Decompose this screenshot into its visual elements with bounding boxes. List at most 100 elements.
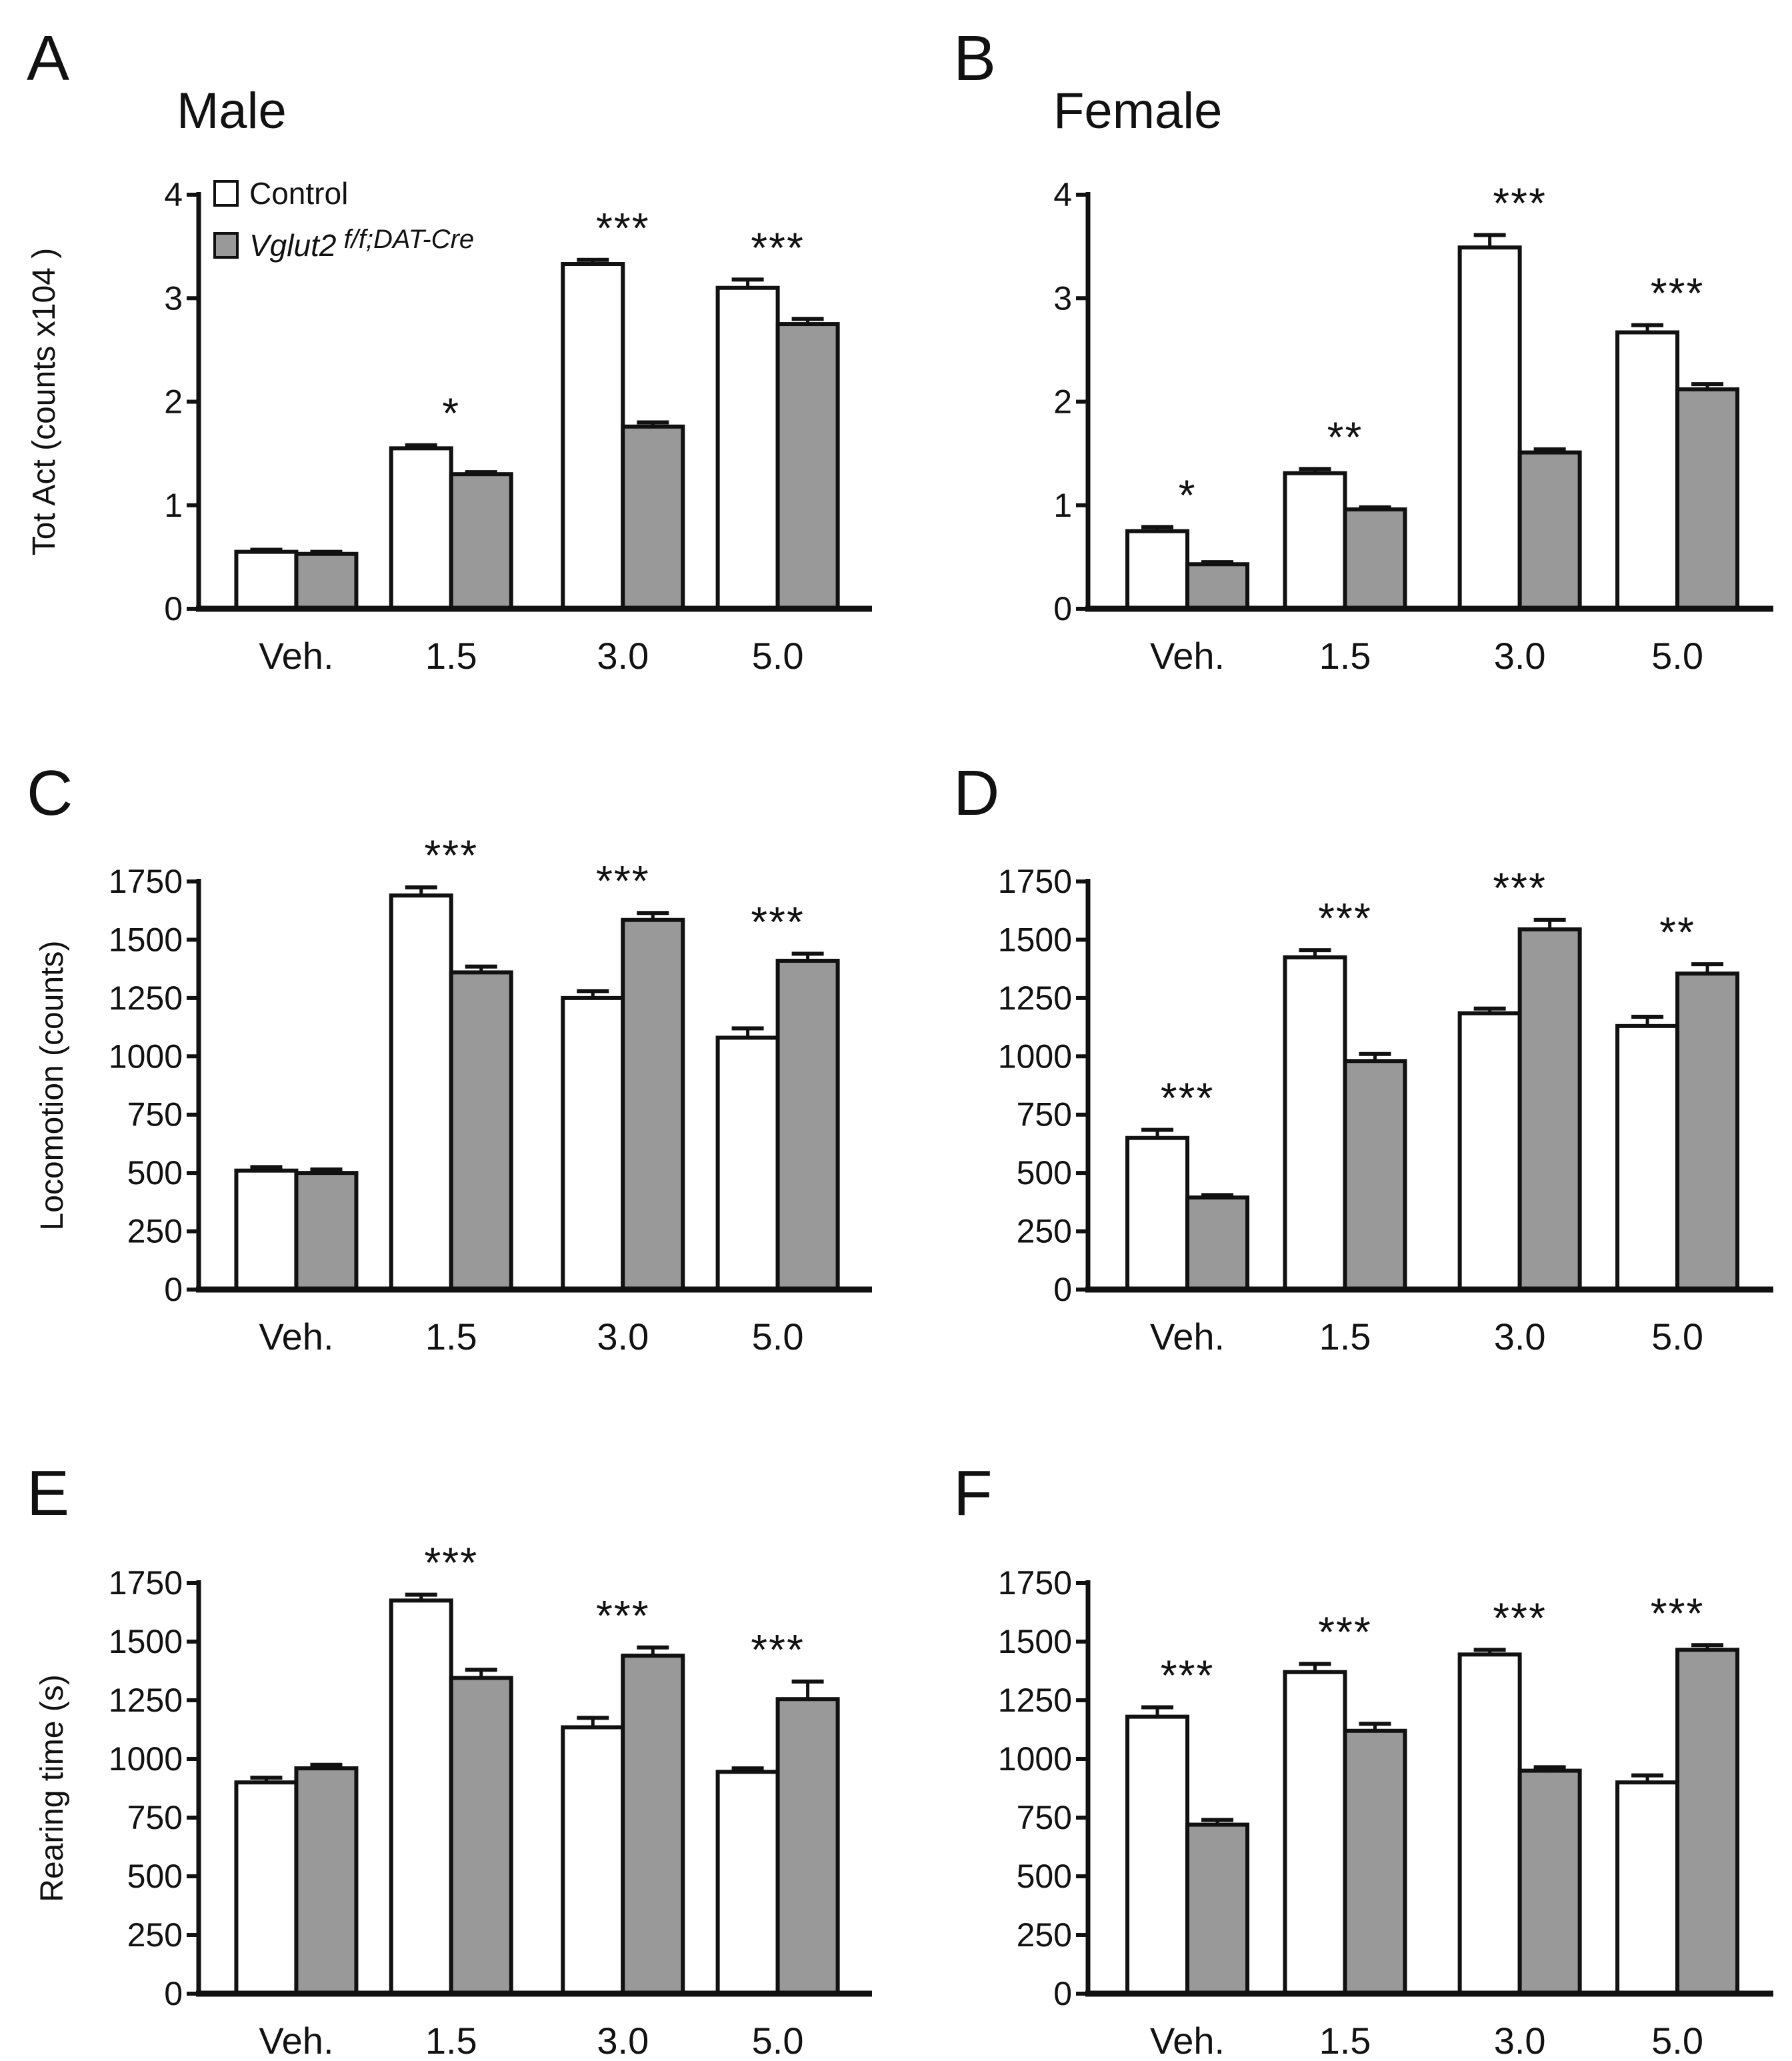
bar-control	[1125, 1136, 1190, 1292]
x-tick-label: 1.5	[1319, 2020, 1371, 2061]
bar-control	[389, 1598, 453, 1996]
x-tick-label: 5.0	[752, 1316, 804, 1358]
bar-vglut2	[1185, 562, 1250, 611]
y-tick-label: 250	[127, 1213, 183, 1250]
bar-control	[561, 995, 625, 1292]
significance-marker: ***	[424, 831, 478, 879]
bar-vglut2	[1517, 1768, 1582, 1996]
x-tick-label: 5.0	[752, 2020, 804, 2061]
y-tick-label: 1	[164, 487, 183, 524]
y-tick-label: 1000	[109, 1740, 183, 1778]
x-tick-label: 1.5	[1319, 1316, 1371, 1358]
bar-vglut2	[621, 424, 685, 611]
y-tick-label: 1000	[998, 1038, 1072, 1075]
significance-marker: ***	[596, 857, 650, 905]
y-tick-label: 1000	[998, 1740, 1072, 1778]
panel-a: A Male Tot Act (counts x104 ) 0 1 2 3 4 Veh. 1.5 *…	[27, 23, 872, 677]
y-tick-label: 2	[164, 383, 183, 421]
significance-marker: ***	[1161, 1652, 1215, 1700]
bar-vglut2	[775, 958, 840, 1292]
x-tick-label: Veh.	[259, 635, 333, 677]
significance-marker: **	[1659, 908, 1695, 956]
bar-control	[1283, 955, 1347, 1292]
y-tick-label: 2	[1053, 383, 1072, 421]
x-tick-label: 3.0	[1494, 635, 1546, 677]
y-tick-label: 250	[1017, 1916, 1072, 1954]
bar-vglut2	[1343, 1728, 1407, 1996]
x-tick-label: 1.5	[425, 635, 477, 677]
bar-vglut2	[775, 1697, 840, 1996]
bar-control	[1457, 1011, 1522, 1292]
bar-control	[1283, 1670, 1347, 1996]
y-tick-label: 1750	[998, 1564, 1072, 1602]
y-tick-label: 1	[1053, 487, 1072, 524]
y-tick-label: 1500	[998, 921, 1072, 958]
significance-marker: *	[442, 389, 460, 437]
y-tick-label: 4	[1053, 176, 1072, 213]
bar-vglut2	[775, 322, 840, 611]
x-tick-label: 3.0	[1494, 2020, 1546, 2061]
panel-c: C Locomotion (counts) 0 250 500 750 1000 1250 15…	[27, 757, 872, 1358]
panel-title: Female	[1053, 83, 1222, 139]
legend-label-control: Control	[249, 176, 348, 211]
bar-vglut2	[1675, 387, 1740, 611]
y-tick-label: 1750	[109, 863, 183, 900]
y-tick-label: 750	[127, 1799, 183, 1836]
bar-vglut2	[1675, 971, 1740, 1292]
panel-letter: C	[27, 757, 73, 829]
y-tick-label: 1500	[109, 921, 183, 958]
y-tick-label: 500	[127, 1858, 183, 1895]
bar-control	[715, 285, 780, 611]
x-tick-label: Veh.	[1150, 1316, 1225, 1358]
significance-marker: ***	[424, 1539, 478, 1587]
y-tick-label: 1250	[109, 979, 183, 1017]
panel-letter: F	[953, 1458, 993, 1529]
bar-control	[1457, 1652, 1522, 1996]
x-tick-label: 5.0	[1651, 635, 1703, 677]
significance-marker: ***	[751, 223, 805, 271]
bar-control	[234, 1780, 299, 1996]
y-tick-label: 500	[1017, 1858, 1072, 1895]
y-tick-label: 750	[1017, 1799, 1072, 1836]
legend-label-gene: Vglut2	[249, 228, 336, 263]
bar-control	[715, 1770, 780, 1996]
bar-control	[1615, 1023, 1680, 1292]
significance-marker: ***	[1493, 864, 1547, 912]
legend-label-genotype: f/f;DAT-Cre	[336, 225, 474, 254]
x-tick-label: 3.0	[597, 1316, 649, 1358]
y-tick-label: 0	[164, 590, 183, 627]
y-tick-label: 1250	[998, 979, 1072, 1017]
x-tick-label: 3.0	[597, 2020, 649, 2061]
y-tick-label: 0	[164, 1975, 183, 2012]
bar-control	[561, 262, 625, 611]
bar-vglut2	[1675, 1648, 1740, 1996]
bar-vglut2	[1343, 1059, 1407, 1292]
panel-letter: D	[953, 757, 999, 829]
x-tick-label: 3.0	[597, 635, 649, 677]
significance-marker: ***	[1161, 1074, 1215, 1122]
y-tick-label: 1250	[109, 1682, 183, 1719]
bar-control	[389, 893, 453, 1292]
x-tick-label: Veh.	[1150, 2020, 1225, 2061]
legend-swatch-vglut2	[213, 232, 239, 259]
y-tick-label: 3	[164, 279, 183, 317]
bar-vglut2	[1517, 450, 1582, 611]
bar-control	[715, 1036, 780, 1292]
bar-vglut2	[449, 472, 513, 611]
significance-marker: **	[1327, 413, 1363, 461]
bar-control	[389, 446, 453, 611]
significance-marker: ***	[596, 1592, 650, 1640]
y-axis-label: Tot Act (counts x104 )	[27, 248, 62, 556]
panel-title: Male	[177, 83, 287, 139]
x-tick-label: 5.0	[1651, 2020, 1703, 2061]
legend-label-vglut2: Vglut2 f/f;DAT-Cre	[249, 225, 474, 263]
significance-marker: ***	[1318, 894, 1372, 942]
bar-control	[1125, 529, 1190, 611]
bar-vglut2	[294, 1171, 359, 1292]
bar-vglut2	[1517, 927, 1582, 1292]
y-tick-label: 500	[127, 1154, 183, 1192]
bar-vglut2	[621, 917, 685, 1292]
y-tick-label: 3	[1053, 279, 1072, 317]
bar-vglut2	[1343, 507, 1407, 611]
